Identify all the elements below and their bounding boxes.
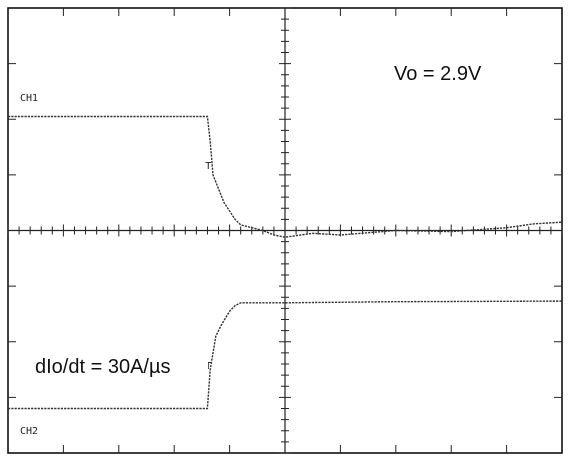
trace-group	[8, 115, 563, 410]
vo-annotation: Vo = 2.9V	[394, 63, 482, 85]
trigger-marker-ch1: T	[205, 161, 211, 172]
ch2-label: CH2	[20, 426, 38, 437]
graticule-ticks	[7, 7, 563, 454]
ch1-label: CH1	[20, 93, 38, 104]
trace-ch1	[8, 115, 563, 238]
trigger-markers: TT	[205, 161, 211, 372]
trigger-marker-ch2: T	[205, 361, 211, 372]
slew-label-bg	[30, 352, 208, 380]
slew-annotation: dIo/dt = 30A/µs	[35, 356, 171, 378]
trace-ch2	[8, 300, 563, 410]
